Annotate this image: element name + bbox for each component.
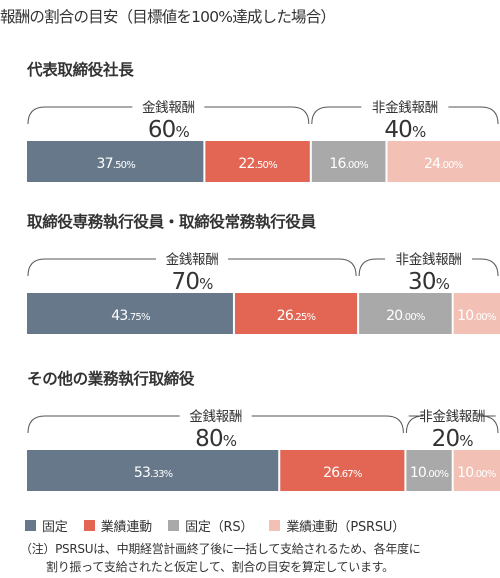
bar-segment-psrsu (386, 141, 500, 182)
bar-segment-performance (233, 293, 359, 334)
data-label: 26.25% (277, 308, 316, 324)
bracket-line (358, 258, 499, 277)
bracket-label: 非金銭報酬 (419, 409, 485, 425)
data-label: 53.33% (134, 465, 173, 481)
bar-segment-fixed_rs (405, 450, 453, 491)
data-label: 22.50% (238, 156, 277, 172)
legend: 固定 業績連動 固定（RS） 業績連動（PSRSU） (25, 516, 417, 535)
bracket-label: 非金銭報酬 (372, 100, 438, 116)
bracket-value: 20% (432, 426, 474, 452)
legend-label: 業績連動（PSRSU） (286, 520, 406, 535)
bar-segment-psrsu (452, 293, 500, 334)
legend-label: 固定（RS） (185, 520, 254, 535)
bracket-value: 30% (408, 269, 450, 295)
data-label: 26.67% (323, 465, 362, 481)
footnote-line: （注）PSRSUは、中期経営計画終了後に一括して支給されるため、各年度に (20, 542, 421, 556)
bar-segment-fixed (27, 450, 280, 491)
legend-item-fixed: 固定 (25, 516, 68, 535)
data-label: 10.00% (457, 465, 496, 481)
group-title: 取締役専務執行役員・取締役常務執行役員 (27, 213, 316, 231)
bracket-value: 40% (384, 117, 426, 143)
bracket-line (27, 415, 404, 434)
footnote: （注）PSRSUは、中期経営計画終了後に一括して支給されるため、各年度に 割り振… (20, 540, 498, 576)
group-title: その他の業務執行取締役 (27, 370, 195, 388)
legend-swatch (168, 520, 180, 531)
chart-group-senior-executives: 取締役専務執行役員・取締役常務執行役員 43.75% 26.25% 20.00% 10… (0, 210, 500, 335)
bracket-label: 金銭報酬 (166, 252, 219, 268)
data-label: 37.50% (96, 156, 135, 172)
legend-label: 業績連動 (100, 520, 152, 535)
bracket-label: 金銭報酬 (189, 409, 242, 425)
legend-item-performance: 業績連動 (83, 516, 152, 535)
bracket-value: 60% (148, 117, 190, 143)
bar-segment-psrsu (452, 450, 500, 491)
bracket-label: 非金銭報酬 (396, 252, 462, 268)
bracket-line (27, 258, 357, 277)
data-label: 10.00% (457, 308, 496, 324)
bracket-line (311, 106, 499, 125)
chart-group-president: 代表取締役社長 37.50% 22.50% 16.00% 24.00% 金銭報酬 60% 非… (0, 58, 500, 183)
legend-swatch (25, 520, 36, 531)
data-label: 10.00% (410, 465, 449, 481)
bar-segment-performance (204, 141, 311, 182)
legend-label: 固定 (42, 520, 68, 535)
legend-swatch (269, 520, 281, 531)
group-title: 代表取締役社長 (27, 61, 134, 79)
legend-item-fixed-rs: 固定（RS） (168, 516, 253, 535)
bar-segment-fixed (27, 293, 234, 334)
bracket-label: 金銭報酬 (142, 100, 195, 116)
chart-title: 報酬の割合の目安（目標値を100%達成した場合） (0, 8, 336, 26)
footnote-line: 割り振って支給されたと仮定して、割合の目安を算定しています。 (46, 560, 394, 574)
data-label: 20.00% (386, 308, 425, 324)
data-label: 24.00% (424, 156, 463, 172)
chart-group-other-directors: その他の業務執行取締役 53.33% 26.67% 10.00% 10.00% 金銭報酬… (0, 367, 500, 492)
bar-segment-fixed_rs (310, 141, 387, 182)
bracket-value: 80% (195, 426, 237, 452)
legend-item-psrsu: 業績連動（PSRSU） (269, 516, 405, 535)
bracket-line (27, 106, 310, 125)
bar-segment-fixed_rs (358, 293, 453, 334)
bar-segment-fixed (27, 141, 205, 182)
legend-swatch (83, 520, 95, 531)
data-label: 43.75% (111, 308, 150, 324)
data-label: 16.00% (329, 156, 368, 172)
bracket-line (405, 415, 499, 434)
bar-segment-performance (279, 450, 406, 491)
bracket-value: 70% (171, 269, 213, 295)
